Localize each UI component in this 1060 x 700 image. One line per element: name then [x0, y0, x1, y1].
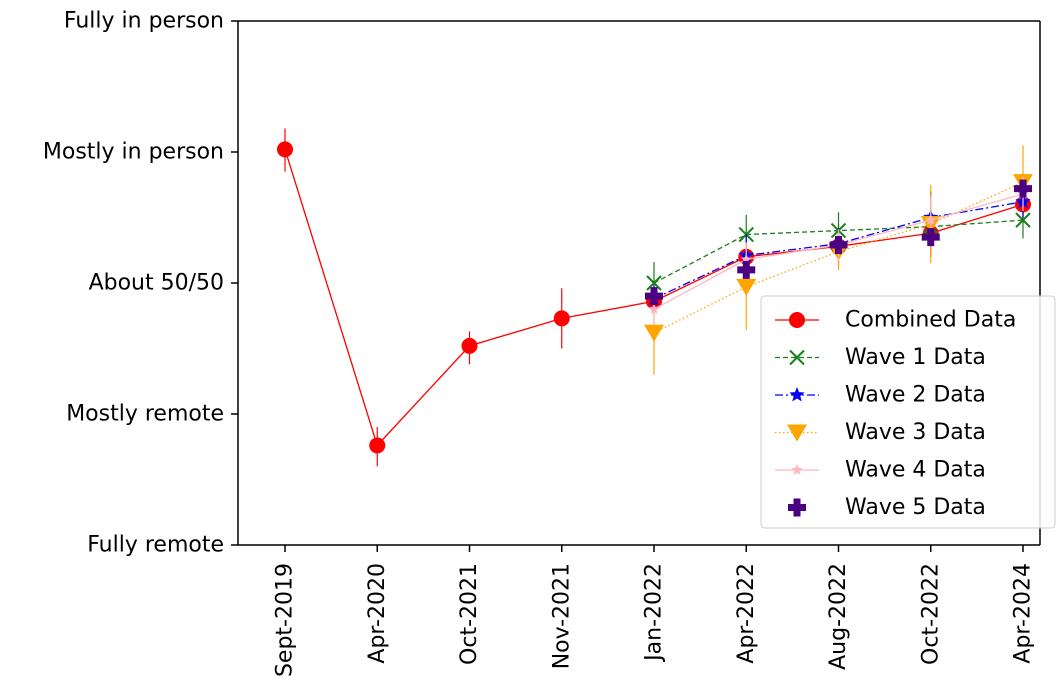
- legend-box: [760, 295, 1056, 529]
- x-tick-label: Oct-2021: [457, 563, 482, 665]
- legend-entry: Wave 1 Data: [775, 345, 986, 370]
- legend-label: Wave 5 Data: [845, 495, 986, 520]
- legend-marker: [791, 464, 803, 475]
- legend-label: Combined Data: [845, 308, 1016, 333]
- y-tick-label: Fully remote: [87, 533, 224, 558]
- x-tick-label: Sept-2019: [273, 563, 298, 677]
- data-point: [648, 303, 660, 315]
- axes: Fully remote Mostly remote About 50/50 Most…: [43, 9, 1041, 677]
- data-point: [921, 228, 940, 247]
- x-tick-label: Apr-2024: [1011, 563, 1036, 664]
- x-tick-label: Nov-2021: [549, 563, 574, 669]
- x-tick-label: Apr-2020: [365, 563, 390, 664]
- data-point: [829, 236, 848, 255]
- data-point: [736, 278, 757, 296]
- legend-entry: Combined Data: [775, 308, 1016, 333]
- plot-area: [277, 128, 1033, 467]
- data-point: [737, 260, 756, 279]
- data-point: [461, 337, 478, 354]
- legend-entry: Wave 2 Data: [775, 383, 986, 408]
- data-point: [644, 324, 664, 342]
- data-point: [645, 287, 663, 306]
- legend: Combined Data Wave 1 Data Wave 2 Data Wave …: [760, 295, 1056, 529]
- legend-label: Wave 1 Data: [845, 345, 986, 370]
- data-point: [277, 141, 293, 158]
- y-tick-label: Fully in person: [64, 9, 224, 34]
- x-tick-label: Oct-2022: [918, 563, 943, 665]
- y-tick-label: Mostly remote: [66, 402, 224, 427]
- legend-marker: [789, 312, 805, 328]
- legend-label: Wave 2 Data: [845, 383, 986, 408]
- legend-entry: Wave 3 Data: [775, 420, 986, 445]
- data-point: [1015, 212, 1031, 228]
- legend-entry: Wave 4 Data: [775, 458, 986, 483]
- data-point: [369, 437, 386, 454]
- y-tick-label: Mostly in person: [43, 140, 224, 165]
- series-wave-5-data: [645, 179, 1032, 306]
- data-point: [740, 253, 752, 265]
- x-tick-label: Aug-2022: [826, 563, 851, 670]
- legend-marker: [787, 424, 807, 442]
- legend-label: Wave 3 Data: [845, 420, 986, 445]
- x-tick-label: Apr-2022: [734, 563, 759, 664]
- data-point: [925, 214, 937, 225]
- y-tick-label: About 50/50: [89, 271, 224, 296]
- data-point: [553, 310, 570, 327]
- series-line: [653, 181, 1024, 334]
- legend-entry: Wave 5 Data: [788, 495, 986, 520]
- legend-label: Wave 4 Data: [845, 458, 986, 483]
- data-point: [646, 275, 662, 291]
- data-point: [1014, 179, 1032, 198]
- legend-marker: [789, 349, 805, 366]
- legend-marker: [789, 387, 805, 402]
- legend-marker: [788, 498, 806, 517]
- x-tick-label: Jan-2022: [642, 563, 667, 663]
